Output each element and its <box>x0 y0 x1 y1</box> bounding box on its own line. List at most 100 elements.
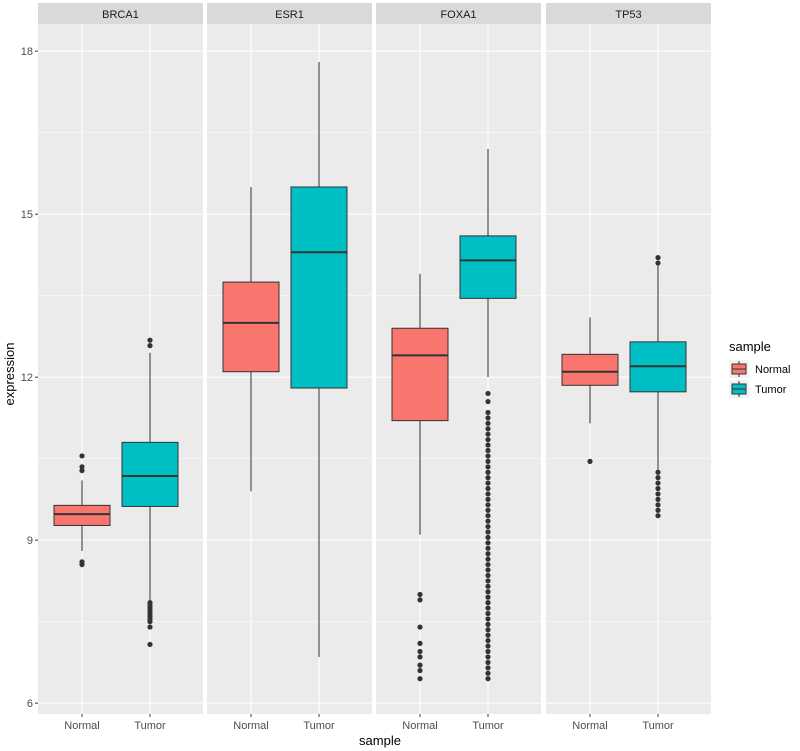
outlier-point <box>485 572 491 579</box>
outlier-point <box>147 600 153 606</box>
legend-item-tumor: Tumor <box>729 380 787 398</box>
outlier-point <box>79 467 85 474</box>
x-tick-label: Normal <box>572 720 607 732</box>
outlier-point <box>417 648 423 655</box>
box-tp53-tumor <box>629 255 687 519</box>
box-tp53-normal <box>561 317 619 464</box>
y-tick-label: 9 <box>27 535 33 547</box>
legend-item-normal: Normal <box>729 360 790 378</box>
outlier-point <box>485 496 491 502</box>
outlier-point <box>655 480 661 486</box>
facet-strip-label: ESR1 <box>275 9 304 21</box>
outlier-point <box>485 600 491 606</box>
y-axis: 6 9 12 15 18 <box>21 46 38 710</box>
outlier-point <box>485 480 491 486</box>
outlier-point <box>655 260 661 266</box>
outlier-point <box>79 464 85 470</box>
outlier-point <box>485 475 491 481</box>
outlier-point <box>485 676 491 682</box>
box-iqr <box>290 186 348 389</box>
outlier-point <box>417 591 423 598</box>
facet-strip <box>376 3 541 24</box>
y-axis-title: expression <box>2 343 17 406</box>
outlier-point <box>485 605 491 611</box>
box-foxa1-tumor <box>459 148 517 682</box>
outlier-point <box>485 648 491 655</box>
legend: sample Normal Tumor <box>729 339 790 398</box>
outlier-point <box>485 589 491 595</box>
outlier-point <box>655 255 661 261</box>
outlier-point <box>485 442 491 448</box>
x-axis-title: sample <box>359 733 401 748</box>
outlier-point <box>485 621 491 627</box>
outlier-point <box>655 485 661 492</box>
outlier-point <box>655 491 661 497</box>
x-tick-label: Tumor <box>642 720 674 732</box>
outlier-point <box>485 583 491 589</box>
outlier-point <box>485 556 491 562</box>
outlier-point <box>655 496 661 502</box>
outlier-point <box>79 559 85 565</box>
outlier-point <box>147 337 153 343</box>
facet-panel-brca1: BRCA1 Normal Tumor <box>38 3 203 732</box>
outlier-point <box>485 491 491 497</box>
outlier-point <box>485 534 491 541</box>
facet-panel-esr1: ESR1 Normal Tumor <box>207 3 372 732</box>
outlier-point <box>417 662 423 668</box>
outlier-point <box>485 567 491 573</box>
outlier-point <box>485 458 491 464</box>
outlier-point <box>417 676 423 682</box>
box-iqr <box>53 504 111 526</box>
box-brca1-normal <box>53 453 111 568</box>
box-iqr <box>459 235 517 299</box>
legend-label: Normal <box>755 364 790 376</box>
panel-background <box>38 24 203 714</box>
outlier-point <box>485 578 491 584</box>
outlier-point <box>655 502 661 508</box>
x-tick-label: Tumor <box>303 720 335 732</box>
outlier-point <box>485 431 491 437</box>
outlier-point <box>655 513 661 519</box>
outlier-point <box>485 485 491 492</box>
outlier-point <box>485 447 491 454</box>
outlier-point <box>485 398 491 405</box>
outlier-point <box>485 616 491 622</box>
outlier-point <box>485 437 491 443</box>
box-iqr <box>121 441 179 507</box>
outlier-point <box>417 667 423 674</box>
facet-panel-tp53: TP53 Normal Tumor <box>546 3 711 732</box>
outlier-point <box>485 523 491 530</box>
outlier-point <box>655 475 661 481</box>
box-foxa1-normal <box>391 273 449 682</box>
outlier-point <box>485 529 491 535</box>
x-tick-label: Normal <box>64 720 99 732</box>
outlier-point <box>655 507 661 513</box>
outlier-point <box>485 420 491 426</box>
outlier-point <box>485 638 491 644</box>
outlier-point <box>485 518 491 524</box>
box-esr1-tumor <box>290 62 348 657</box>
outlier-point <box>485 469 491 475</box>
outlier-point <box>485 643 491 649</box>
outlier-point <box>485 594 491 600</box>
outlier-point <box>485 415 491 421</box>
outlier-point <box>147 624 153 630</box>
facet-strip-label: TP53 <box>615 9 641 21</box>
facet-strip <box>207 3 372 24</box>
y-tick-label: 12 <box>21 372 33 384</box>
y-tick-label: 6 <box>27 698 33 710</box>
outlier-point <box>485 561 491 568</box>
facet-strip-label: FOXA1 <box>440 9 476 21</box>
outlier-point <box>485 464 491 470</box>
outlier-point <box>485 627 491 633</box>
outlier-point <box>485 545 491 551</box>
outlier-point <box>485 670 491 676</box>
box-iqr <box>561 353 619 386</box>
outlier-point <box>485 659 491 665</box>
outlier-point <box>417 597 423 603</box>
outlier-point <box>485 453 491 459</box>
x-tick-label: Tumor <box>134 720 166 732</box>
y-tick-label: 15 <box>21 209 33 221</box>
outlier-point <box>485 507 491 513</box>
